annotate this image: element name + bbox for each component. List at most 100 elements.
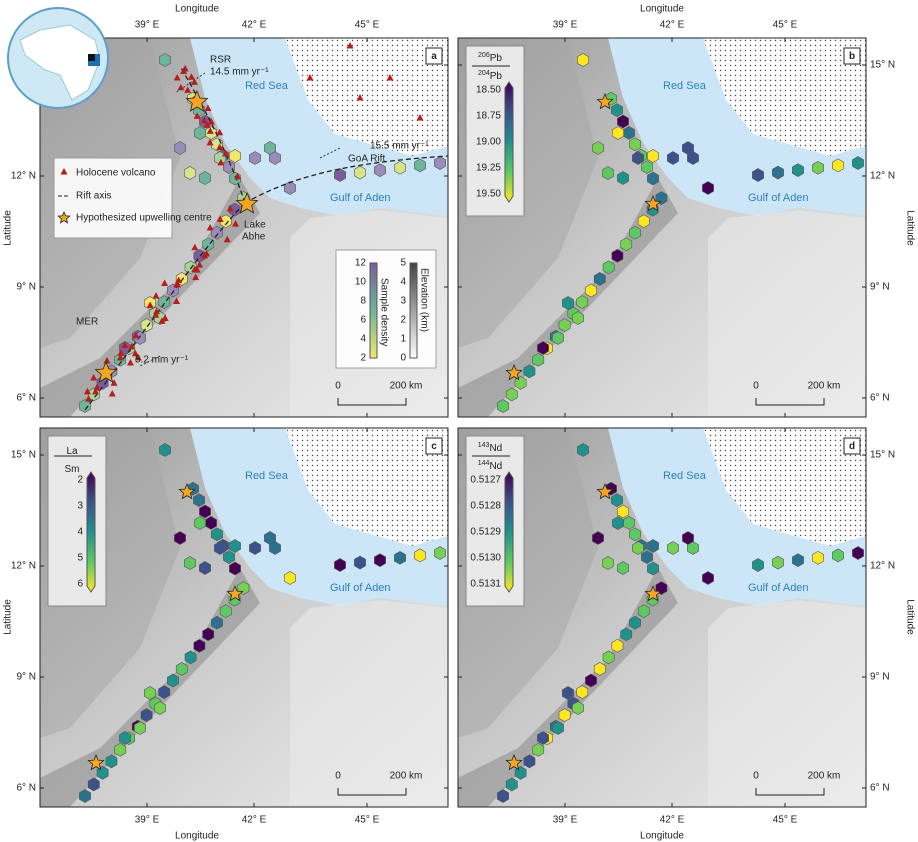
panel-frame [39, 37, 449, 418]
colorbar-tick: 8 [360, 296, 366, 307]
colorbar-tick: 1 [400, 334, 406, 345]
isotope-mass: 206 [478, 52, 490, 59]
sample-hexagon [629, 137, 641, 152]
volcano [306, 74, 314, 81]
panel-frame [457, 37, 867, 418]
x-tick-label: 42° E [242, 815, 267, 826]
sample-hexagon [229, 561, 241, 576]
sample-hexagon [641, 160, 653, 174]
upwelling-star [94, 360, 118, 383]
panel-letter: b [849, 51, 855, 62]
sample-hexagon [119, 731, 131, 745]
sample-hexagon [577, 443, 589, 457]
sample-hexagon [497, 399, 509, 413]
sea-label: Red Sea [245, 470, 289, 482]
volcano [232, 220, 240, 227]
x-axis-title: Longitude [640, 4, 684, 15]
upwelling-star [505, 753, 523, 771]
volcano [85, 395, 93, 402]
sea-label: Red Sea [245, 80, 289, 92]
sample-hexagon [632, 541, 644, 555]
scale-label: 0 [753, 381, 759, 392]
volcano [83, 387, 91, 395]
sample-hexagon [667, 151, 679, 165]
x-tick-label: 45° E [355, 20, 380, 31]
panel-letter-box [843, 47, 861, 65]
colorbar-fraction: La [66, 446, 78, 457]
sample-hexagon [193, 638, 206, 653]
panel-letter: c [431, 441, 437, 452]
rift-axis [84, 65, 448, 411]
x-tick-label: 42° E [660, 20, 685, 31]
sample-hexagon [592, 141, 604, 155]
sample-hexagon [174, 531, 186, 545]
sample-hexagon [611, 103, 623, 117]
sample-hexagon [617, 504, 629, 519]
sample-hexagon [752, 168, 764, 182]
volcano [191, 243, 199, 251]
sample-hexagon [414, 548, 426, 563]
sample-hexagon [354, 555, 366, 570]
sample-hexagon [184, 166, 196, 180]
sample-hexagon [852, 546, 864, 560]
volcano [206, 127, 214, 134]
volcano [92, 387, 100, 395]
sample-hexagon [184, 556, 196, 570]
x-axis-title: Longitude [175, 831, 219, 842]
scale-label: 0 [753, 771, 759, 782]
volcano [177, 83, 185, 91]
volcano [134, 353, 142, 361]
sample-hexagon [414, 158, 426, 173]
sample-hexagon [602, 556, 614, 570]
volcano [200, 116, 208, 124]
sample-hexagon [119, 341, 131, 355]
upwelling-star [178, 482, 196, 500]
arabia [285, 428, 448, 546]
y-tick-label: 15° N [870, 450, 895, 461]
volcano [207, 118, 215, 125]
isotope-mass: 204 [478, 70, 490, 77]
volcano [204, 104, 212, 112]
upwelling-star [226, 584, 244, 602]
sample-hexagon [269, 541, 281, 555]
sample-hexagon [394, 160, 406, 175]
scale-label: 0 [335, 381, 341, 392]
sample-hexagon [832, 158, 844, 173]
colorbar-tick: 2 [400, 315, 406, 326]
sample-hexagon [647, 539, 659, 553]
y-tick-label: 12° N [11, 561, 36, 572]
colorbar-tick: 4 [360, 334, 366, 345]
y-axis-title: Latitude [904, 599, 915, 635]
volcano [173, 297, 181, 305]
sample-hexagon [611, 493, 623, 507]
x-axis-title: Longitude [175, 4, 219, 15]
sample-hexagon [576, 295, 589, 309]
volcano [90, 374, 98, 381]
sample-hexagon [114, 742, 127, 757]
sample-hexagon [505, 387, 518, 402]
sample-hexagon [537, 731, 549, 745]
volcano [93, 383, 101, 391]
volcano [206, 138, 214, 146]
colorbar-tick: 3 [400, 296, 406, 307]
annotation: GoA Rift [348, 154, 385, 165]
x-tick-label: 39° E [553, 20, 578, 31]
y-tick-label: 12° N [11, 171, 36, 182]
colorbar-tick: 0.5130 [470, 553, 501, 564]
annotation: 14.5 mm yr⁻¹ [210, 67, 269, 78]
sample-hexagon [264, 141, 276, 155]
sample-hexagon [214, 541, 226, 555]
colorbar-tick: 0.5131 [470, 579, 501, 590]
x-tick-label: 45° E [773, 20, 798, 31]
volcano [196, 261, 204, 268]
upwelling-star [644, 194, 662, 212]
scale-bar [755, 398, 825, 406]
sample-hexagon [167, 673, 179, 688]
y-tick-label: 9° N [870, 282, 890, 293]
colorbar [86, 471, 96, 593]
colorbar-tick: 4 [400, 277, 406, 288]
horn-land [708, 210, 866, 417]
panel-letter: d [849, 441, 855, 452]
colorbar-label: Elevation (km) [418, 268, 429, 332]
